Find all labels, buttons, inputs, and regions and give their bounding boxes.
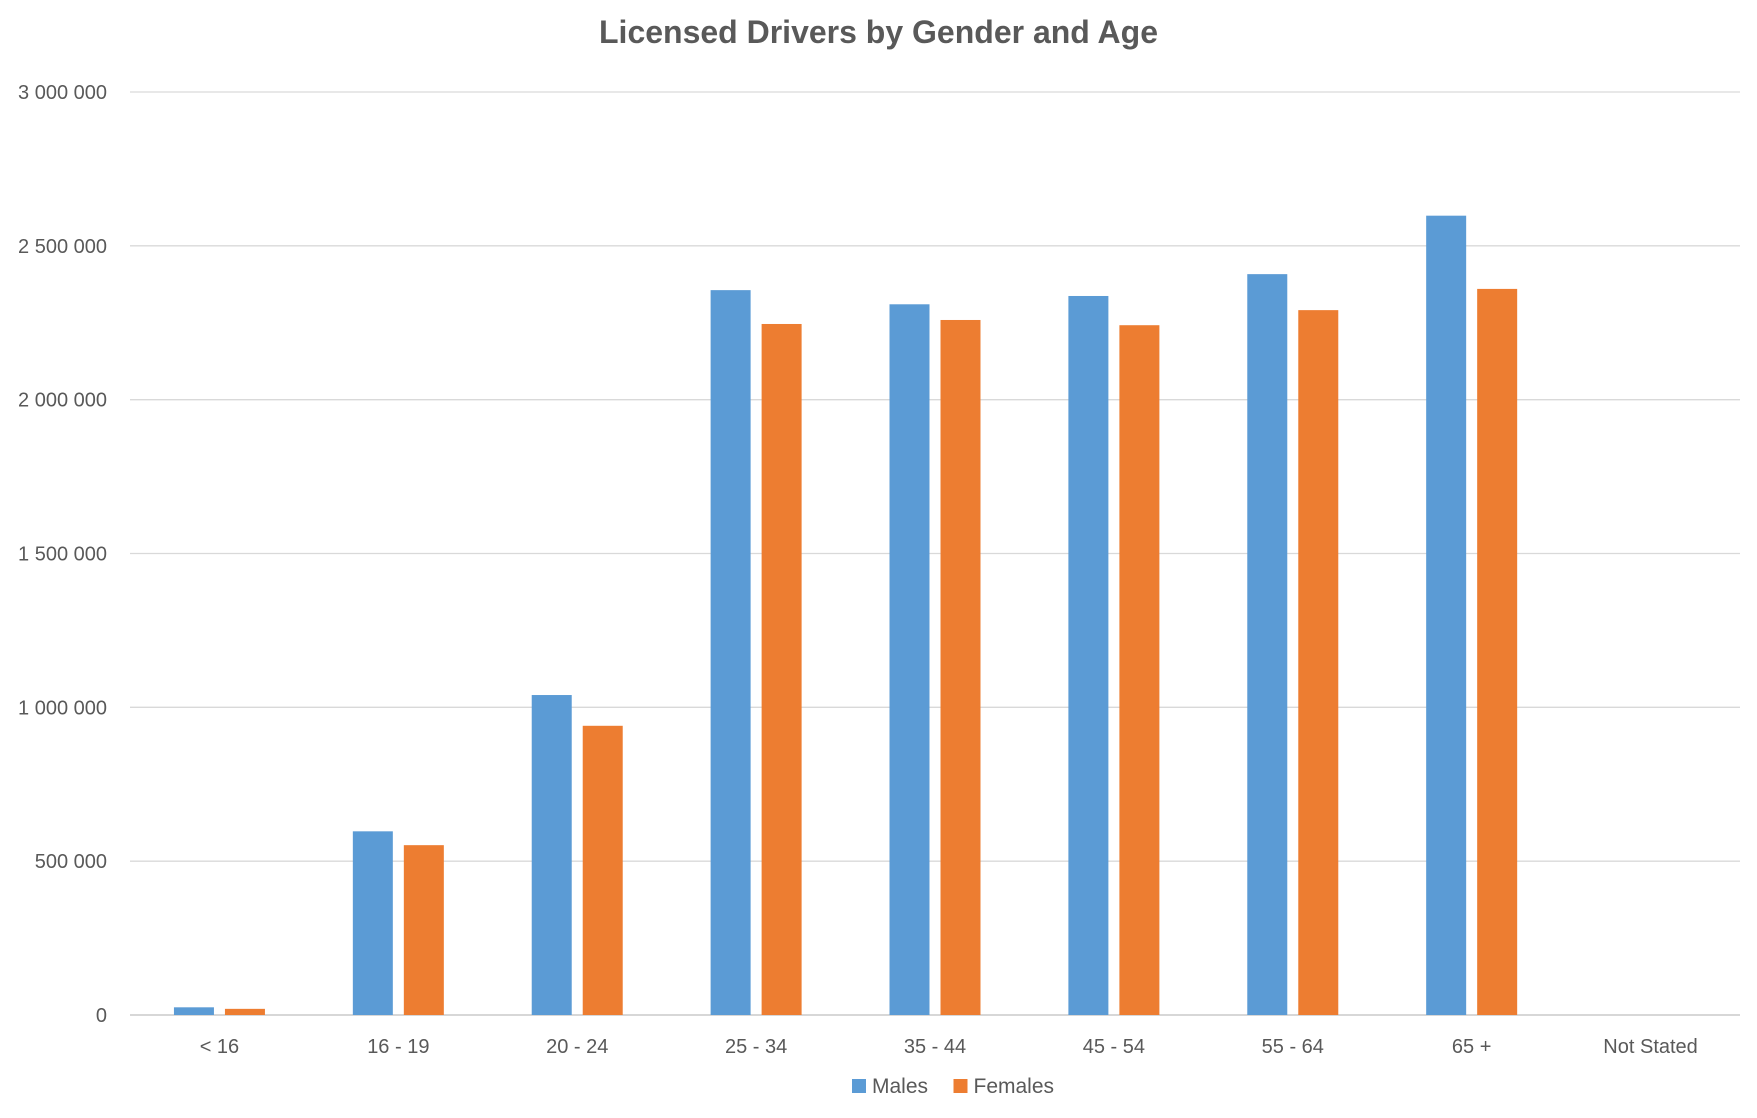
y-tick-label: 2 500 000: [18, 236, 107, 258]
bar-females: [582, 725, 623, 1015]
legend-swatch-males: [852, 1079, 866, 1093]
y-tick-label: 1 000 000: [18, 697, 107, 719]
legend-label-males: Males: [872, 1075, 928, 1098]
bar-females: [403, 845, 444, 1015]
x-tick-label: 45 - 54: [1083, 1036, 1145, 1058]
bar-females: [1119, 325, 1160, 1016]
x-tick-label: 35 - 44: [904, 1036, 966, 1058]
bar-females: [940, 319, 981, 1016]
x-tick-label: 65 +: [1452, 1036, 1491, 1058]
bar-males: [710, 290, 751, 1015]
x-tick-label: 25 - 34: [725, 1036, 787, 1058]
y-tick-label: 0: [96, 1005, 107, 1027]
bar-females: [224, 1008, 265, 1015]
bar-females: [1477, 288, 1518, 1015]
x-tick-label: < 16: [200, 1036, 239, 1058]
x-tick-label: 16 - 19: [367, 1036, 429, 1058]
chart-title: Licensed Drivers by Gender and Age: [599, 14, 1158, 50]
bar-males: [1068, 295, 1109, 1015]
x-tick-label: Not Stated: [1603, 1036, 1698, 1058]
legend-label-females: Females: [974, 1075, 1055, 1098]
y-tick-label: 500 000: [35, 851, 107, 873]
x-tick-label: 55 - 64: [1262, 1036, 1324, 1058]
bar-females: [761, 323, 802, 1015]
bar-males: [352, 831, 393, 1015]
bar-males: [531, 695, 572, 1015]
bar-males: [173, 1007, 214, 1015]
bar-males: [1247, 274, 1288, 1015]
y-tick-label: 3 000 000: [18, 82, 107, 104]
bar-males: [1426, 215, 1467, 1015]
y-tick-label: 2 000 000: [18, 390, 107, 412]
y-tick-label: 1 500 000: [18, 544, 107, 566]
x-tick-label: 20 - 24: [546, 1036, 608, 1058]
bar-males: [889, 304, 930, 1015]
bar-females: [1298, 310, 1339, 1015]
legend-swatch-females: [953, 1079, 968, 1093]
